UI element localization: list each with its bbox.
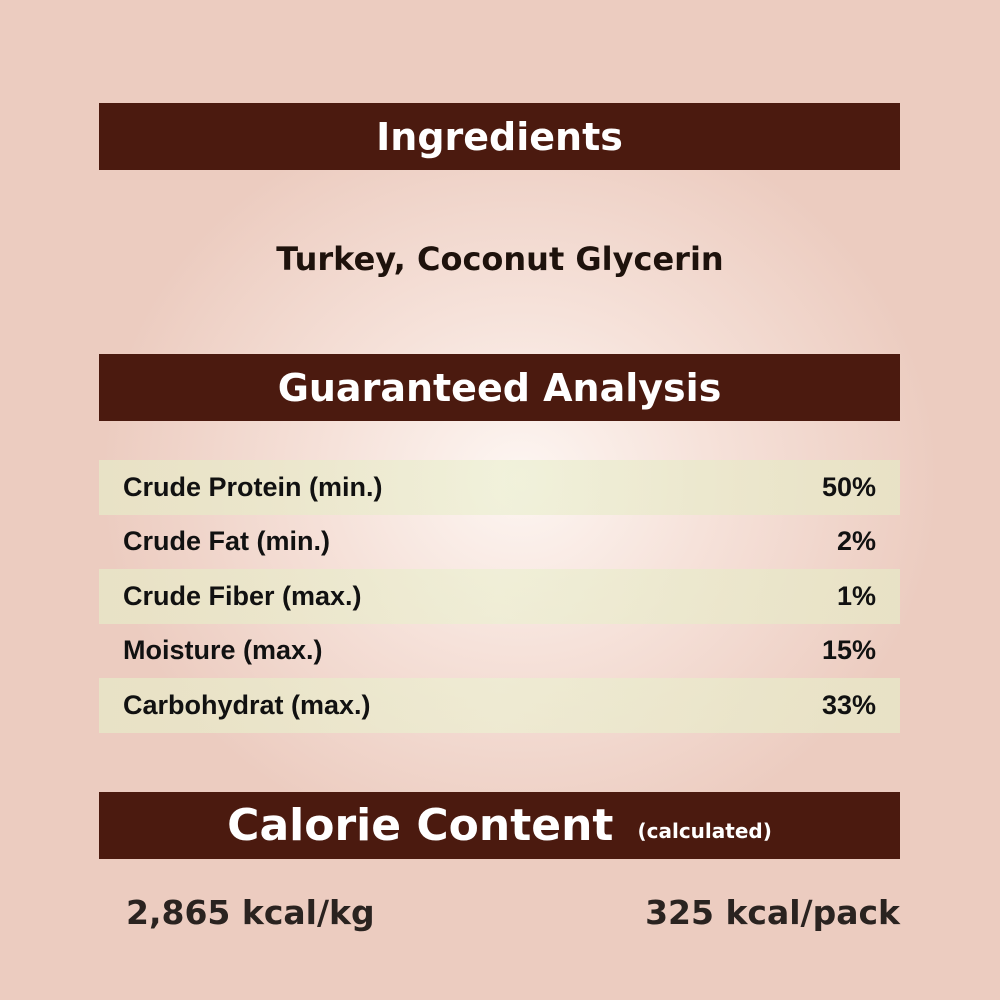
table-row: Crude Fat (min.) 2% [99,515,900,570]
table-row: Carbohydrat (max.) 33% [99,678,900,733]
row-value: 50% [821,471,876,502]
row-label: Crude Fiber (max.) [123,580,362,611]
analysis-table: Crude Protein (min.) 50% Crude Fat (min.)… [99,460,900,733]
table-row: Moisture (max.) 15% [99,624,900,679]
row-label: Crude Protein (min.) [123,471,383,502]
row-value: 2% [836,526,876,557]
calorie-per-pack: 325 kcal/pack [645,893,900,932]
ingredients-heading-text: Ingredients [376,114,623,159]
calorie-per-kg: 2,865 kcal/kg [126,893,375,932]
row-value: 15% [821,635,876,666]
calorie-note: (calculated) [637,818,772,843]
ingredients-heading: Ingredients [99,103,900,170]
analysis-heading-text: Guaranteed Analysis [277,365,722,410]
calorie-heading-text: Calorie Content [227,800,614,851]
row-value: 1% [836,580,876,611]
ingredients-list: Turkey, Coconut Glycerin [276,240,724,278]
row-label: Carbohydrat (max.) [123,689,371,720]
row-value: 33% [821,689,876,720]
row-label: Moisture (max.) [123,635,323,666]
row-label: Crude Fat (min.) [123,526,330,557]
table-row: Crude Protein (min.) 50% [99,460,900,515]
analysis-heading: Guaranteed Analysis [99,354,900,421]
calorie-heading: Calorie Content (calculated) [99,792,900,859]
table-row: Crude Fiber (max.) 1% [99,569,900,624]
